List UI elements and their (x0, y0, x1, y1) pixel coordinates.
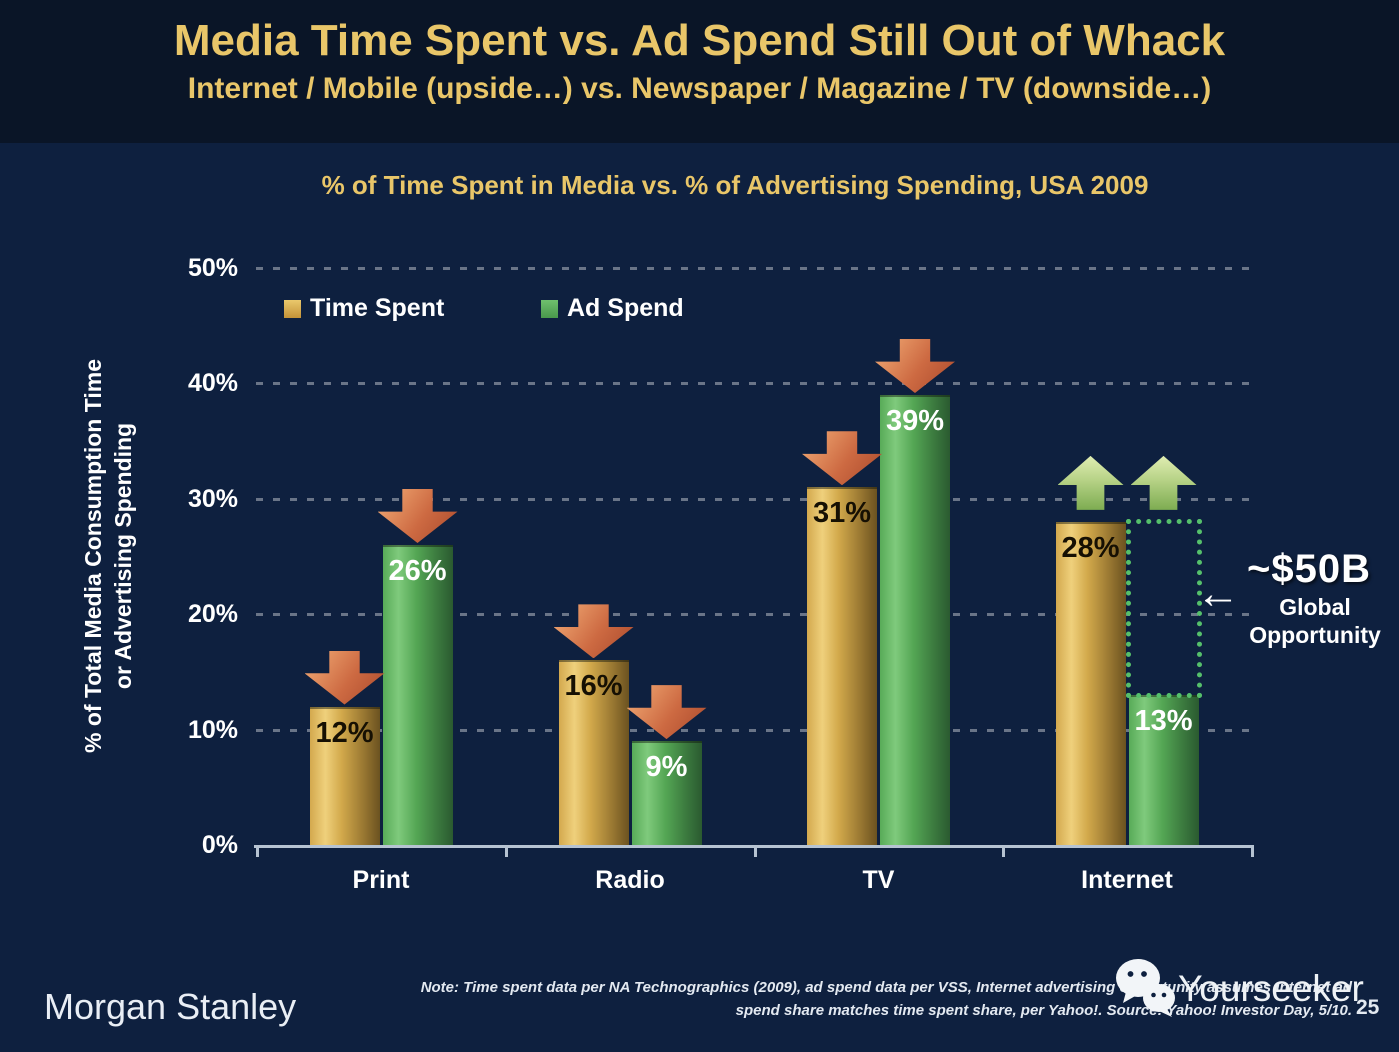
bar-internet-time-spent: 28% (1055, 521, 1126, 845)
bar-value-label: 39% (885, 404, 945, 437)
bar-value-label: 12% (315, 716, 374, 749)
bar-internet-ad-spend: 13% (1128, 694, 1199, 845)
bar-value-label: 13% (1134, 704, 1193, 737)
legend-item-time-spent: Time Spent (284, 294, 444, 323)
x-axis-tick (753, 848, 757, 857)
bar-value-label: 26% (388, 554, 447, 587)
up-arrow-icon (1130, 455, 1197, 510)
gridline-50% (256, 267, 1251, 270)
slide-header: Media Time Spent vs. Ad Spend Still Out … (0, 0, 1399, 143)
annotation-line2: Opportunity (1249, 622, 1381, 648)
morgan-stanley-logo: Morgan Stanley (44, 986, 297, 1027)
gridline-20% (256, 613, 1251, 617)
y-tick-label-0%: 0% (201, 831, 238, 859)
legend-item-ad-spend: Ad Spend (541, 294, 684, 323)
slide-title: Media Time Spent vs. Ad Spend Still Out … (173, 16, 1226, 65)
up-arrow-icon (1057, 455, 1124, 510)
left-arrow-icon: ← (1196, 569, 1240, 618)
x-axis-tick (1251, 848, 1254, 857)
opportunity-box (1125, 518, 1202, 698)
category-label-radio: Radio (595, 866, 665, 894)
y-tick-label-10%: 10% (187, 715, 238, 744)
bar-print-ad-spend: 26% (382, 544, 453, 845)
x-axis-tick (256, 848, 259, 857)
bar-value-label: 16% (564, 670, 623, 703)
down-arrow-icon (304, 650, 385, 705)
watermark: Yourseeker (1112, 956, 1364, 1023)
bar-value-label: 28% (1061, 531, 1120, 564)
category-label-print: Print (352, 866, 410, 894)
time-spent-swatch-icon (284, 299, 301, 318)
annotation-value: ~$50B (1247, 547, 1371, 591)
bar-radio-ad-spend: 9% (631, 741, 702, 845)
bar-value-label: 31% (812, 497, 872, 530)
bar-print-time-spent: 12% (309, 706, 380, 845)
category-label-internet: Internet (1081, 866, 1173, 894)
legend-label-time-spent: Time Spent (310, 294, 445, 322)
page-number: 25 (1356, 996, 1380, 1019)
annotation-line1: Global (1279, 594, 1351, 620)
x-axis-line (254, 845, 1254, 848)
bar-tv-time-spent: 31% (807, 487, 877, 845)
footnote-line2: spend share matches time spent share, pe… (735, 1002, 1352, 1019)
gridline-30% (256, 497, 1251, 501)
watermark-text: Yourseeker (1178, 968, 1364, 1009)
y-tick-label-30%: 30% (187, 484, 238, 513)
y-tick-label-20%: 20% (187, 600, 238, 629)
legend-label-ad-spend: Ad Spend (567, 294, 684, 322)
ad-spend-swatch-icon (541, 299, 558, 318)
bar-radio-time-spent: 16% (558, 660, 629, 845)
x-axis-tick (1002, 848, 1006, 857)
bar-tv-ad-spend: 39% (880, 394, 950, 845)
bar-value-label: 9% (645, 751, 688, 784)
y-tick-label-50%: 50% (187, 254, 238, 282)
wechat-icon (1112, 956, 1178, 1023)
chart-title: % of Time Spent in Media vs. % of Advert… (321, 170, 1149, 200)
y-tick-label-40%: 40% (187, 369, 238, 398)
gridline-40% (256, 382, 1251, 386)
slide-subtitle: Internet / Mobile (upside…) vs. Newspape… (187, 72, 1212, 105)
gridline-10% (256, 728, 1251, 732)
down-arrow-icon (802, 431, 882, 486)
category-label-tv: TV (862, 866, 895, 894)
x-axis-tick (504, 848, 508, 857)
